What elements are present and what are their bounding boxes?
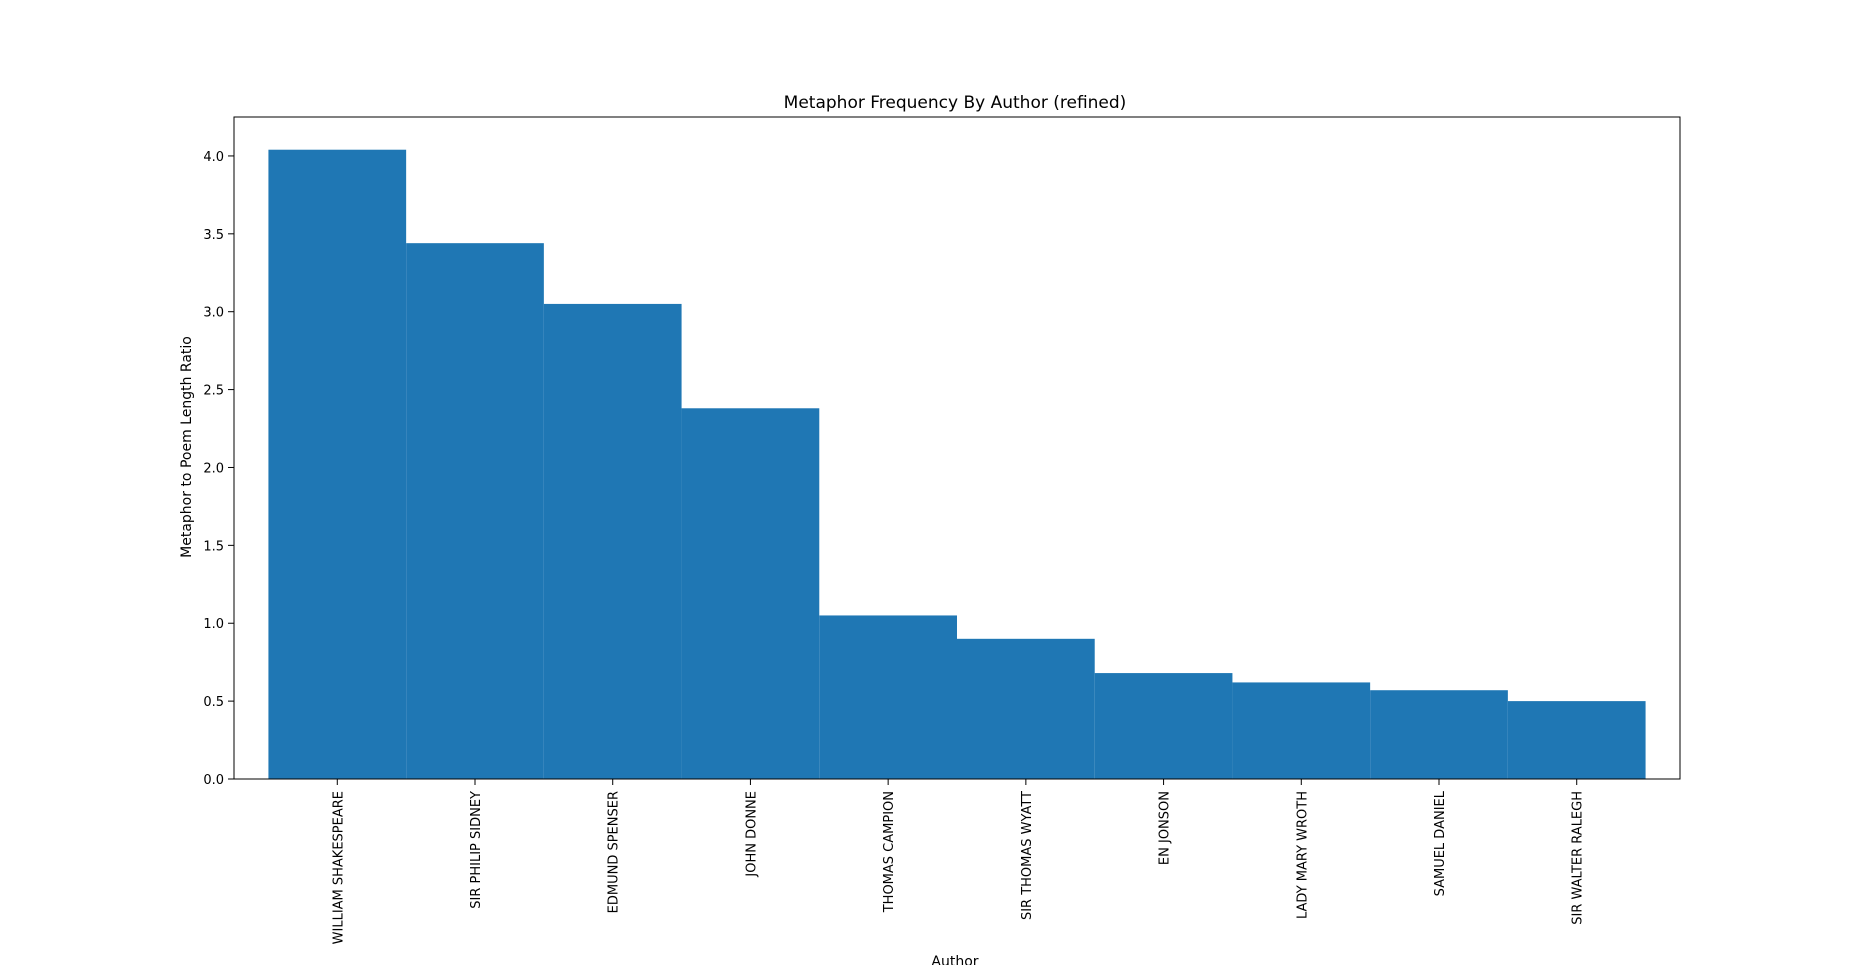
x-tick-label: LADY MARY WROTH [1295,791,1310,919]
x-axis-title: Author [931,954,978,965]
y-tick-label: 2.5 [203,384,224,399]
y-tick-label: 1.5 [203,539,224,554]
x-tick-label: WILLIAM SHAKESPEARE [331,791,346,944]
bar-1 [268,149,407,780]
bar-2 [406,243,544,779]
bar-6 [957,638,1095,779]
x-tick-label: JOHN DONNE [744,791,759,878]
bar-8 [1232,682,1371,779]
x-tick-label: SAMUEL DANIEL [1433,790,1448,896]
y-tick-label: 2.0 [203,461,224,476]
bar-9 [1370,690,1508,779]
y-tick-label: 0.5 [203,695,224,710]
x-tick-label: THOMAS CAMPION [882,791,897,913]
y-tick-label: 4.0 [203,150,224,165]
bar-5 [819,615,957,779]
y-tick-label: 3.5 [203,228,224,243]
axes-frame [233,116,1681,780]
y-tick-label: 1.0 [203,617,224,632]
x-tick-label: EDMUND SPENSER [607,791,622,913]
bar-10 [1507,701,1646,779]
plot-area: 0.0 0.5 1.0 1.5 2.0 2.5 3.0 3.5 4.0 WILLIAM SHAKE… [203,116,1681,944]
x-tick-label: SIR WALTER RALEGH [1571,791,1586,925]
x-tick-label: EN JONSON [1158,791,1173,865]
y-axis-title: Metaphor to Poem Length Ratio [179,336,195,558]
chart-title: Metaphor Frequency By Author (refined) [784,93,1127,113]
x-tick-label: SIR PHILIP SIDNEY [469,791,484,909]
bar-7 [1094,673,1233,779]
y-tick-label: 3.0 [203,306,224,321]
bar-4 [681,408,820,779]
bar-3 [543,303,682,779]
y-tick-label: 0.0 [203,773,224,788]
x-tick-label: SIR THOMAS WYATT [1020,791,1035,920]
